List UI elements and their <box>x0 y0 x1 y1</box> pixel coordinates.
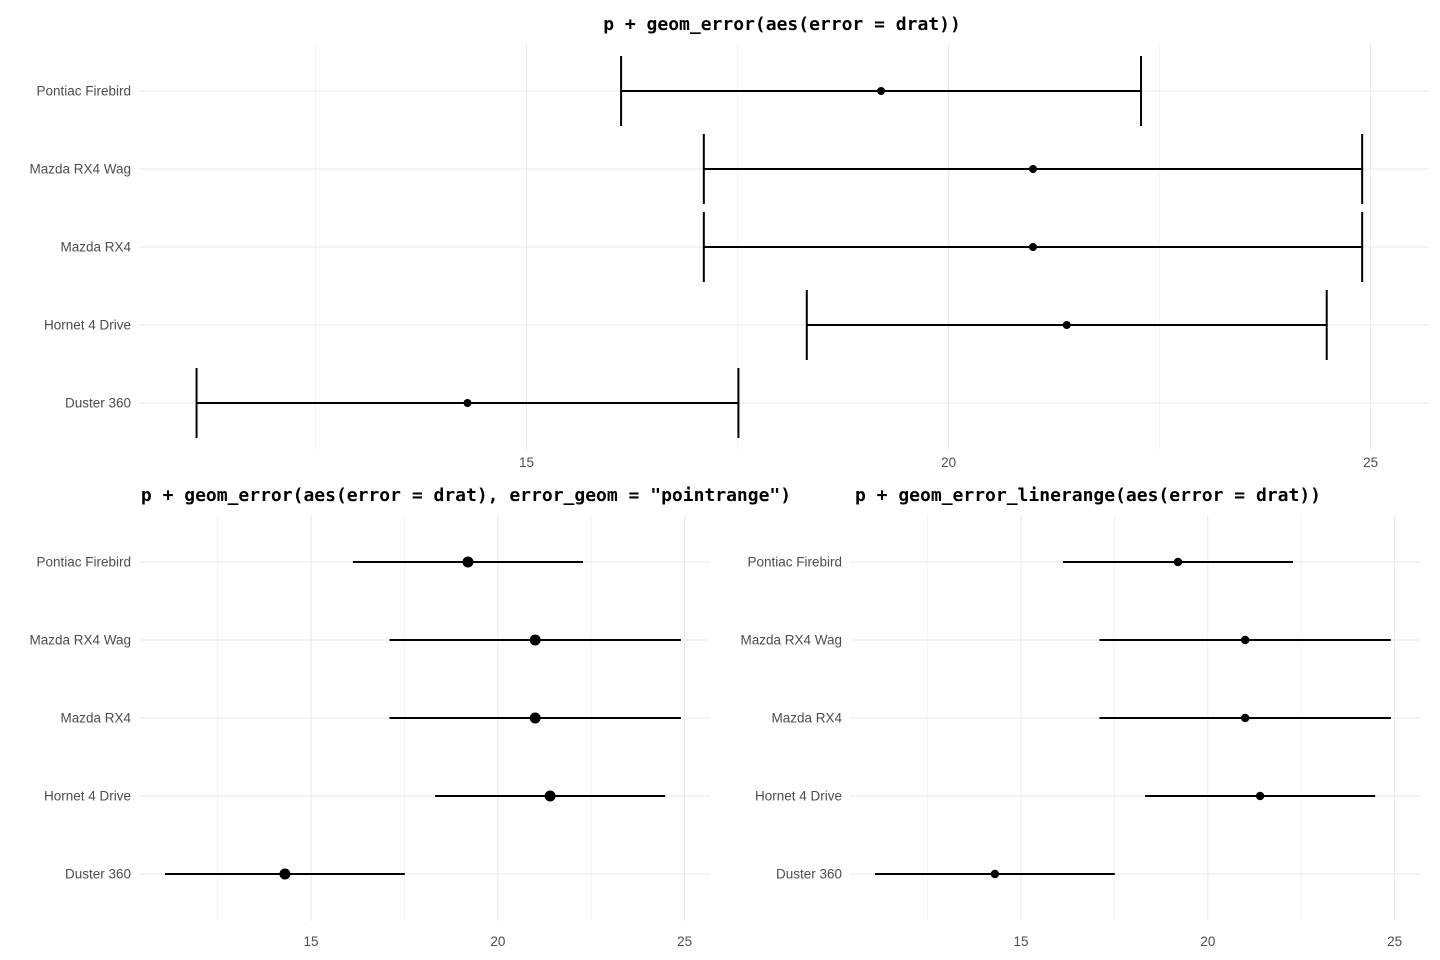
center-point <box>1028 243 1037 251</box>
center-point <box>990 869 1000 879</box>
center-point <box>279 868 291 880</box>
center-point <box>1173 557 1183 567</box>
category-axis-label: Duster 360 <box>65 396 131 411</box>
x-tick-label: 25 <box>677 934 692 949</box>
category-axis-label: Pontiac Firebird <box>747 555 842 570</box>
center-point <box>1028 165 1037 173</box>
x-tick-label: 20 <box>941 455 956 470</box>
center-point <box>1240 713 1250 723</box>
category-axis-label: Hornet 4 Drive <box>44 789 131 804</box>
category-axis-label: Mazda RX4 Wag <box>29 162 131 177</box>
center-point <box>463 399 472 407</box>
category-axis-label: Duster 360 <box>65 867 131 882</box>
x-tick-label: 20 <box>1200 934 1215 949</box>
center-point <box>1240 635 1250 645</box>
category-axis-label: Mazda RX4 Wag <box>29 633 131 648</box>
category-axis-label: Mazda RX4 Wag <box>740 633 842 648</box>
center-point <box>877 87 886 95</box>
x-tick-label: 25 <box>1387 934 1402 949</box>
category-axis-label: Hornet 4 Drive <box>755 789 842 804</box>
x-tick-label: 15 <box>304 934 319 949</box>
category-axis-label: Hornet 4 Drive <box>44 318 131 333</box>
category-axis-label: Pontiac Firebird <box>36 555 131 570</box>
x-tick-label: 20 <box>490 934 505 949</box>
chart-title-linerange: p + geom_error_linerange(aes(error = dra… <box>855 485 1321 506</box>
x-tick-label: 25 <box>1363 455 1378 470</box>
category-axis-label: Mazda RX4 <box>60 240 131 255</box>
x-tick-label: 15 <box>519 455 534 470</box>
center-point <box>544 790 556 802</box>
center-point <box>529 634 541 646</box>
category-axis-label: Mazda RX4 <box>60 711 131 726</box>
center-point <box>529 712 541 724</box>
category-axis-label: Mazda RX4 <box>771 711 842 726</box>
chart-title-errorbar: p + geom_error(aes(error = drat)) <box>603 14 961 35</box>
chart-title-pointrange: p + geom_error(aes(error = drat), error_… <box>140 485 792 506</box>
center-point <box>1255 791 1265 801</box>
x-tick-label: 15 <box>1014 934 1029 949</box>
center-point <box>462 556 474 568</box>
center-point <box>1062 321 1071 329</box>
category-axis-label: Duster 360 <box>776 867 842 882</box>
category-axis-label: Pontiac Firebird <box>36 84 131 99</box>
